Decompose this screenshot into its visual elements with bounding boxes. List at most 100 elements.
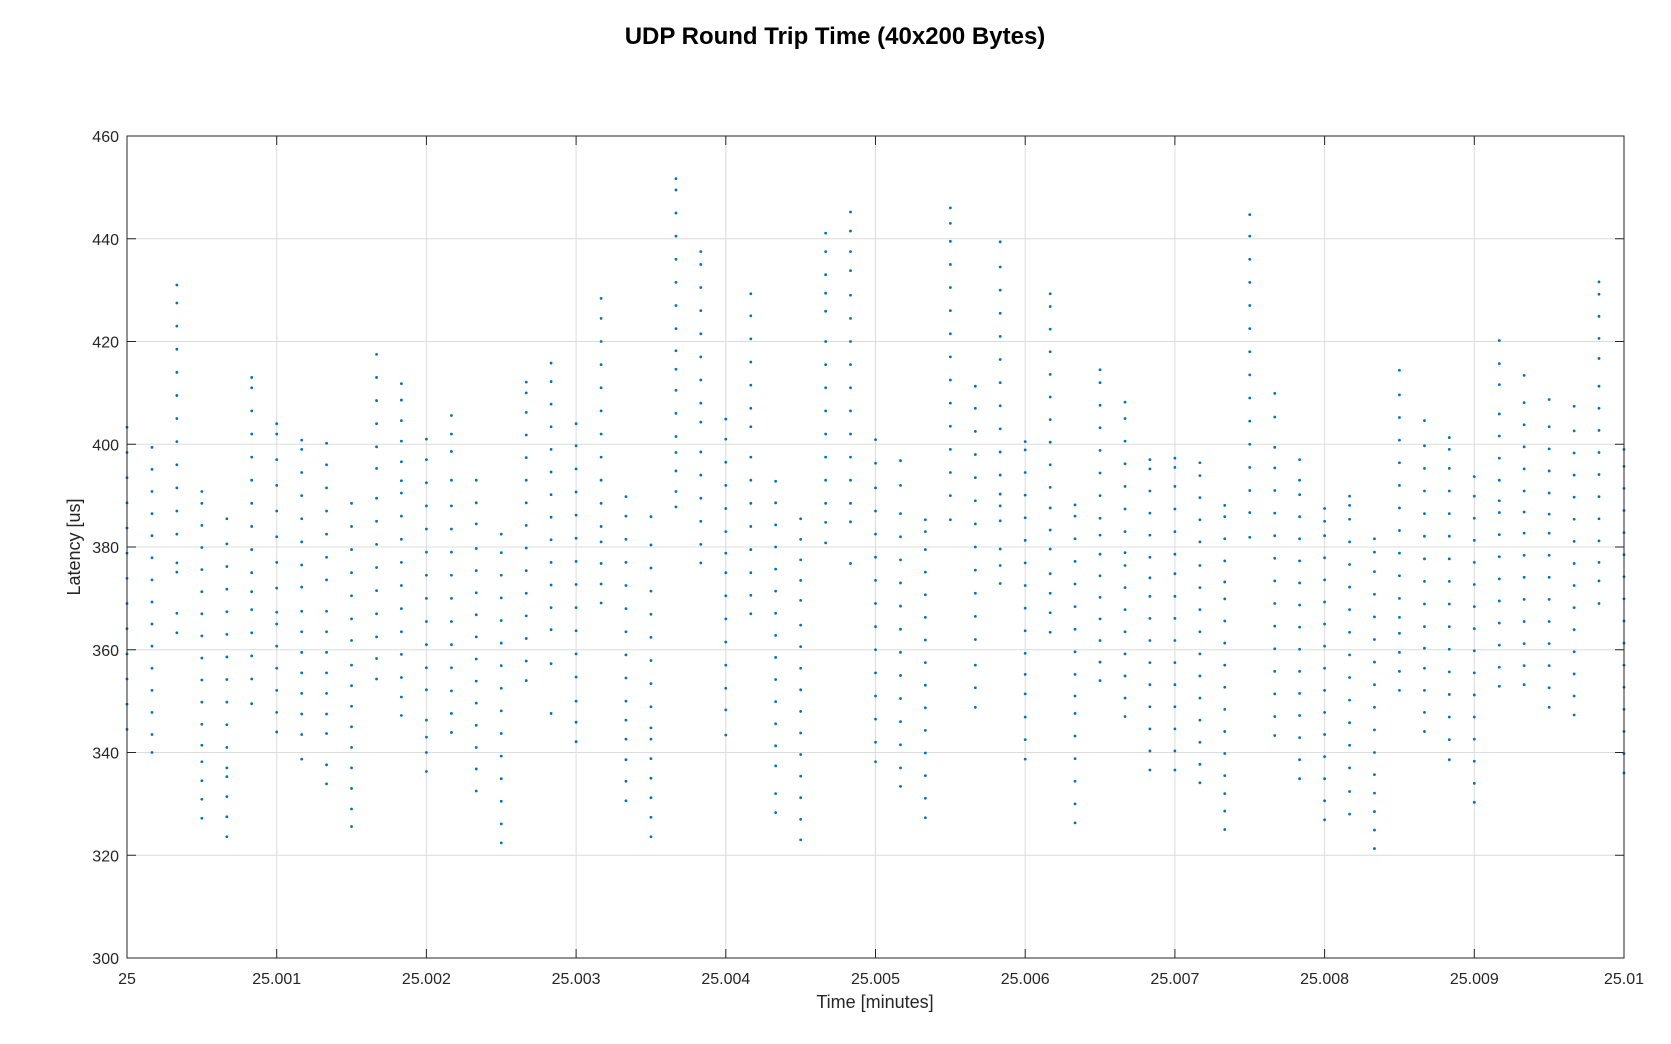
data-point [499,619,503,622]
data-point [774,501,778,505]
y-tick-label: 400 [92,437,119,454]
data-point [200,743,204,747]
data-point [749,571,753,575]
data-point [549,538,553,542]
data-point [225,815,229,819]
data-point [1547,512,1551,516]
data-point [1472,800,1476,804]
data-point [1248,234,1252,238]
data-point [624,537,628,541]
data-point [1472,671,1476,675]
data-point [874,717,877,721]
data-point [899,785,902,788]
data-point [1273,692,1277,696]
data-point [1447,693,1451,696]
data-point [923,683,927,687]
data-point [724,417,728,421]
data-point [499,754,503,758]
data-point [699,519,703,523]
data-point [225,517,229,521]
data-point [948,471,952,474]
data-point [774,700,778,704]
data-point [1373,751,1376,754]
data-point [599,582,603,586]
data-point [425,481,428,485]
data-point [1323,600,1326,604]
y-tick-label: 380 [92,540,119,557]
data-point [1522,467,1526,471]
data-point [599,455,603,459]
data-point [175,532,179,536]
data-point [1248,442,1252,446]
data-point [1148,467,1152,471]
data-point [1198,740,1202,744]
data-point [1373,773,1376,776]
data-point [549,662,553,666]
data-point [350,704,353,708]
data-point [1098,426,1102,430]
data-point [1323,507,1326,510]
data-point [150,490,154,493]
x-tick-label: 25 [118,971,136,988]
data-point [824,291,828,295]
data-point [1547,531,1551,535]
data-point [574,536,578,540]
data-point [1073,514,1077,518]
data-point [474,591,478,595]
data-point [1597,451,1601,454]
data-point [1198,652,1202,656]
data-point [275,610,279,614]
data-point [450,573,453,577]
data-point [1348,766,1351,770]
data-point [948,355,952,359]
data-point [923,751,927,755]
data-point [1497,621,1501,625]
x-tick-label: 25.004 [701,971,750,988]
data-point [200,568,204,571]
data-point [1198,630,1202,634]
data-point [325,441,328,445]
data-point [450,731,453,734]
data-point [175,347,179,351]
data-point [973,499,977,503]
data-point [1522,553,1526,557]
data-point [524,524,528,527]
data-point [998,358,1002,361]
data-point [275,483,279,487]
data-point [1223,685,1227,689]
data-point [325,650,328,654]
data-point [749,478,753,482]
data-point [1423,688,1426,692]
data-point [1198,540,1202,544]
data-point [1123,507,1127,511]
data-point [1023,538,1027,542]
data-point [425,643,428,647]
data-point [499,732,503,735]
data-point [899,483,902,487]
data-point [1547,447,1551,451]
data-point [225,795,229,799]
data-point [250,409,254,413]
data-point [1048,611,1052,615]
data-point [1547,469,1551,473]
data-point [973,453,977,456]
data-point [1148,555,1152,559]
data-point [599,501,603,505]
data-point [1273,534,1277,538]
data-point [998,334,1002,338]
data-point [1098,449,1102,452]
data-point [425,688,428,692]
data-point [948,518,952,522]
data-point [375,399,378,402]
data-point [1098,516,1102,520]
data-point [300,517,304,521]
data-point [824,409,828,413]
data-point [275,422,279,426]
data-point [375,467,378,470]
x-axis-label: Time [minutes] [816,992,933,1012]
data-point [923,774,927,778]
data-point [450,666,453,670]
data-point [724,686,728,690]
data-point [724,663,728,667]
data-point [474,478,478,482]
